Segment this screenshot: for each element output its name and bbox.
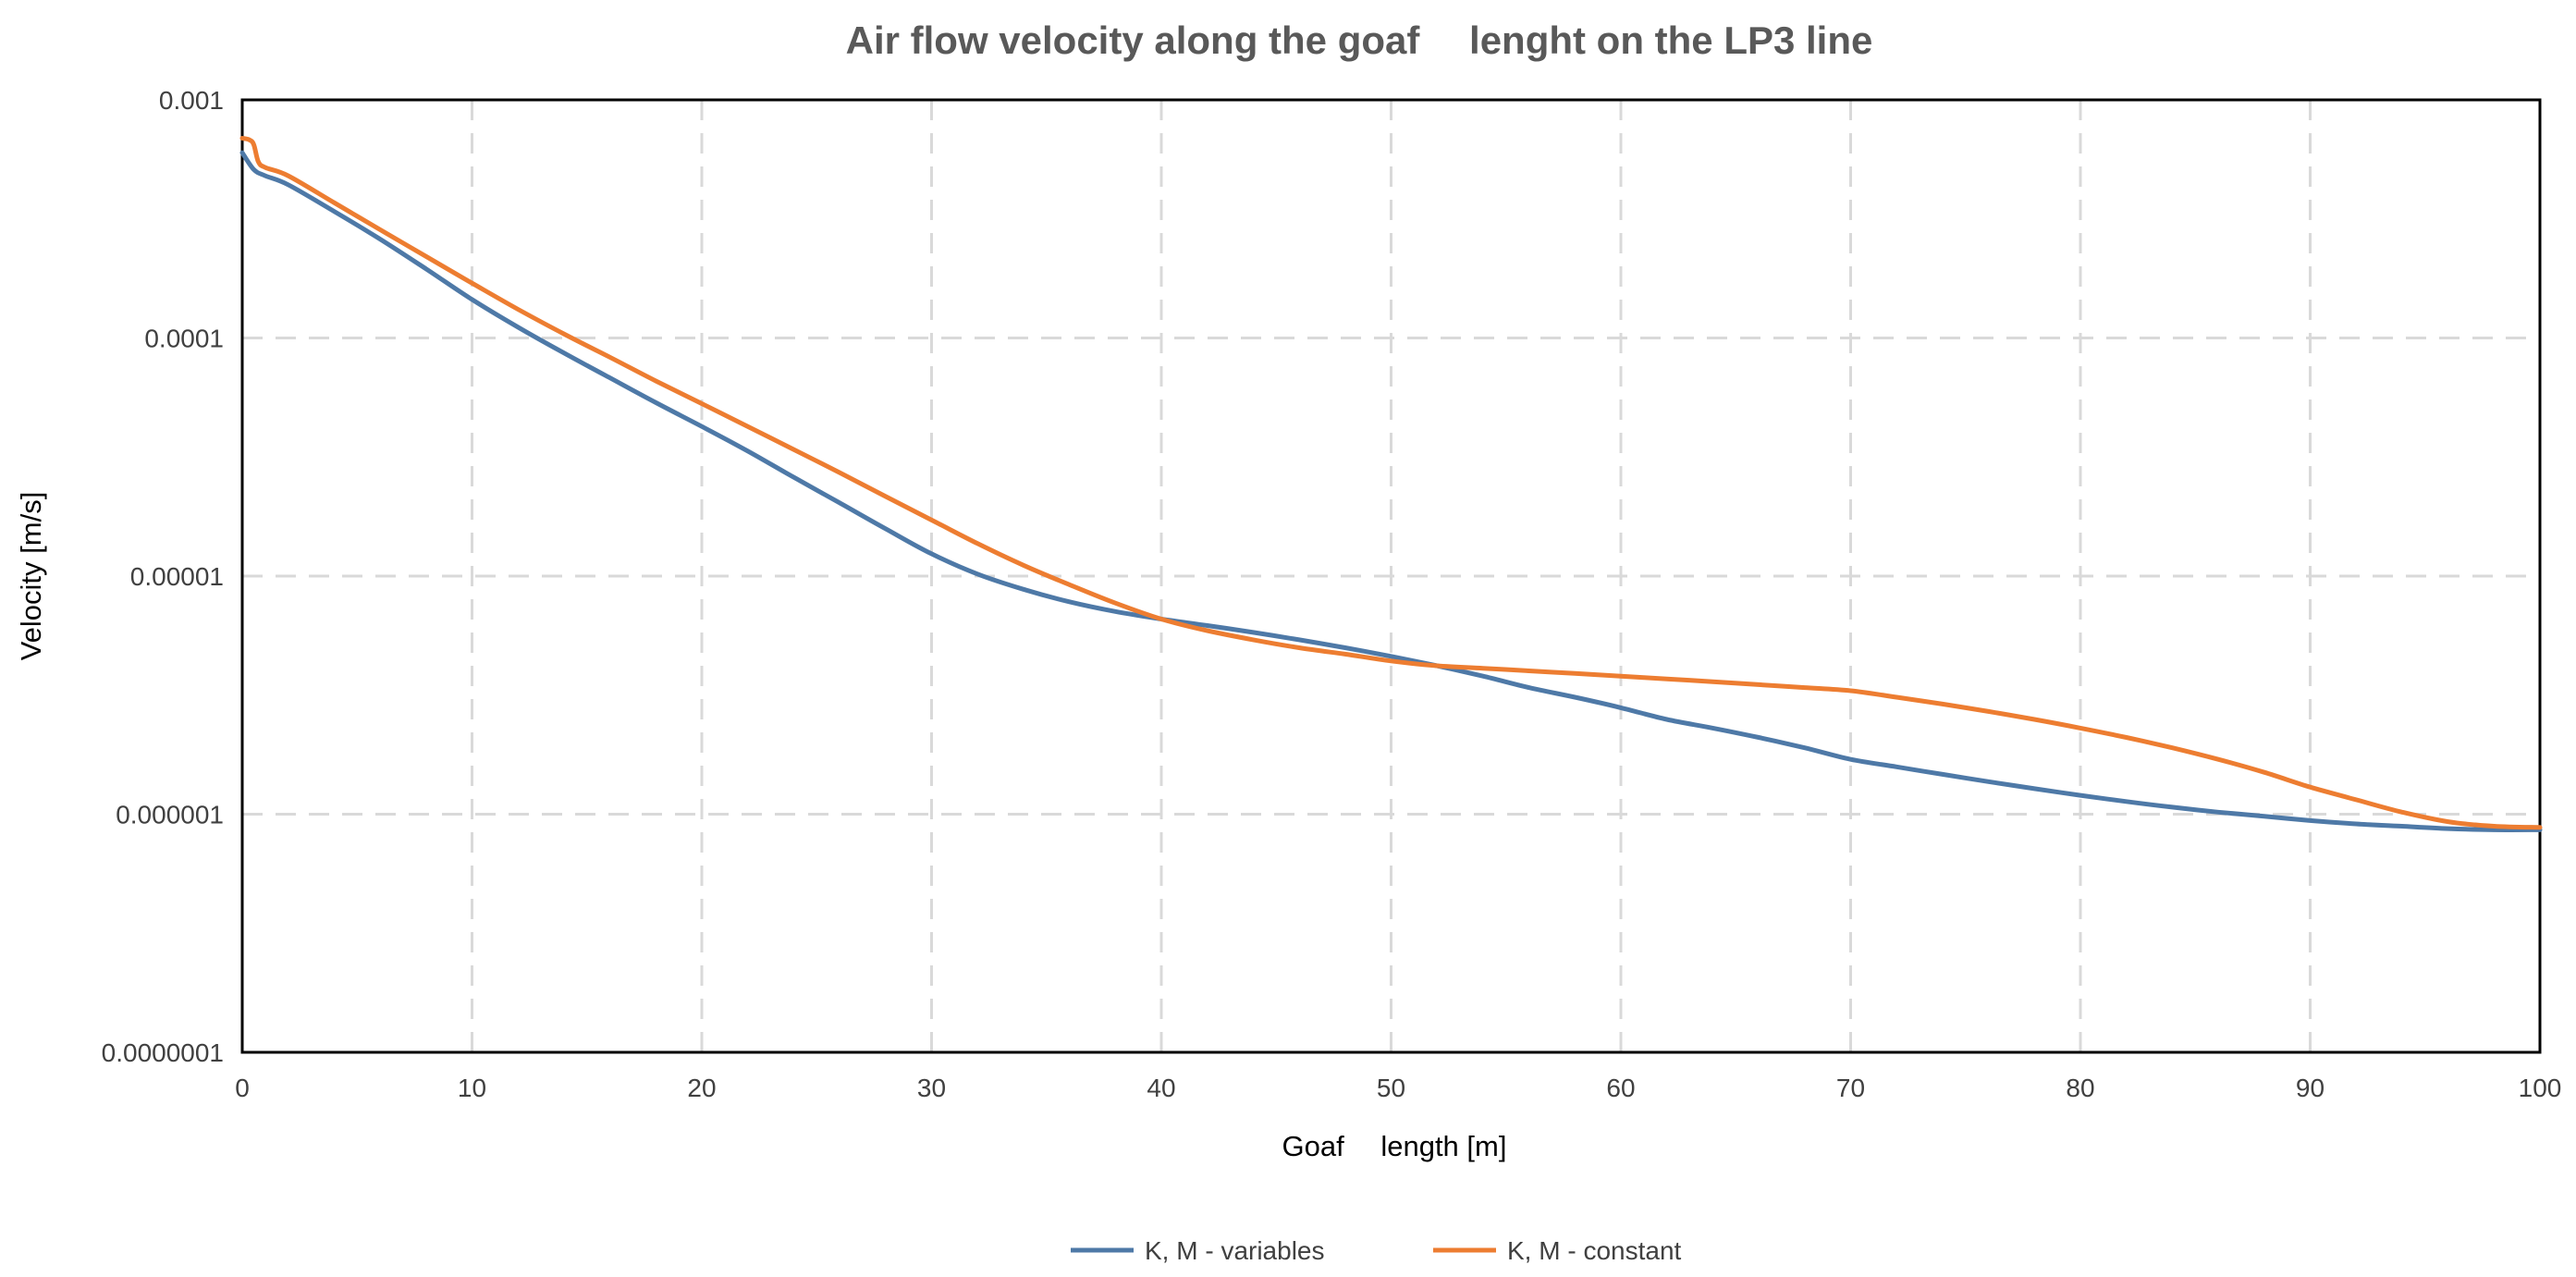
legend: K, M - variables K, M - constant (1071, 1236, 1682, 1265)
x-axis-label: Goaf length [m] (1282, 1130, 1507, 1162)
y-tick-label: 0.0001 (144, 325, 224, 353)
y-tick-label: 0.001 (159, 86, 224, 115)
grid-layer (242, 100, 2540, 1052)
y-tick-label: 0.0000001 (102, 1038, 224, 1067)
plot-border (240, 98, 2542, 1054)
series-line-variables (239, 150, 2543, 832)
y-tick-label: 0.00001 (130, 562, 224, 591)
x-tick-label: 30 (917, 1074, 946, 1102)
y-axis-label: Velocity [m/s] (15, 492, 47, 661)
legend-label-constant: K, M - constant (1507, 1236, 1682, 1265)
y-tick-label: 0.000001 (116, 801, 224, 829)
x-tick-label: 20 (687, 1074, 716, 1102)
x-tick-label: 40 (1147, 1074, 1175, 1102)
legend-label-variables: K, M - variables (1145, 1236, 1325, 1265)
x-tick-label: 10 (458, 1074, 486, 1102)
x-tick-label: 70 (1836, 1074, 1865, 1102)
series-line-constant (239, 136, 2543, 830)
x-tick-label: 60 (1606, 1074, 1635, 1102)
chart-title: Air flow velocity along the goaf lenght … (846, 18, 1873, 62)
series-layer (239, 136, 2543, 832)
x-tick-label: 0 (235, 1074, 250, 1102)
x-tick-label: 90 (2296, 1074, 2325, 1102)
x-tick-label: 50 (1377, 1074, 1405, 1102)
x-tick-label: 80 (2066, 1074, 2094, 1102)
tick-layer: 0 10 20 30 40 50 60 70 80 90 100 0.001 0.0001 0.00001… (102, 86, 2562, 1102)
x-tick-label: 100 (2519, 1074, 2562, 1102)
